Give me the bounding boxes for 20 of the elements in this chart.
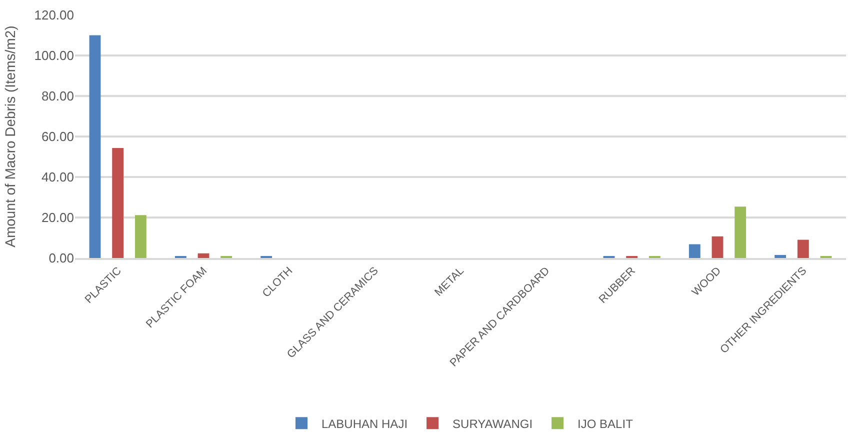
legend-label: SURYAWANGI [452, 416, 533, 431]
bar [112, 148, 124, 258]
bar [774, 254, 786, 258]
y-tick-label: 120.00 [34, 8, 74, 23]
y-tick-label: 20.00 [41, 210, 74, 226]
y-axis-title: Amount of Macro Debris (Items/m2) [2, 26, 18, 248]
y-tick-label: 60.00 [41, 129, 74, 144]
bar [134, 215, 146, 258]
bar [734, 206, 746, 258]
legend-label: IJO BALIT [578, 416, 634, 431]
y-tick-label: 0.00 [48, 250, 74, 266]
y-tick-label: 80.00 [41, 88, 74, 104]
legend-label: LABUHAN HAJI [322, 416, 408, 431]
bar [797, 240, 809, 258]
bar [89, 35, 101, 258]
y-tick-label: 40.00 [41, 170, 74, 185]
y-tick-label: 100.00 [34, 48, 74, 64]
bar [198, 253, 210, 258]
bar [688, 244, 700, 258]
bar [712, 236, 724, 258]
